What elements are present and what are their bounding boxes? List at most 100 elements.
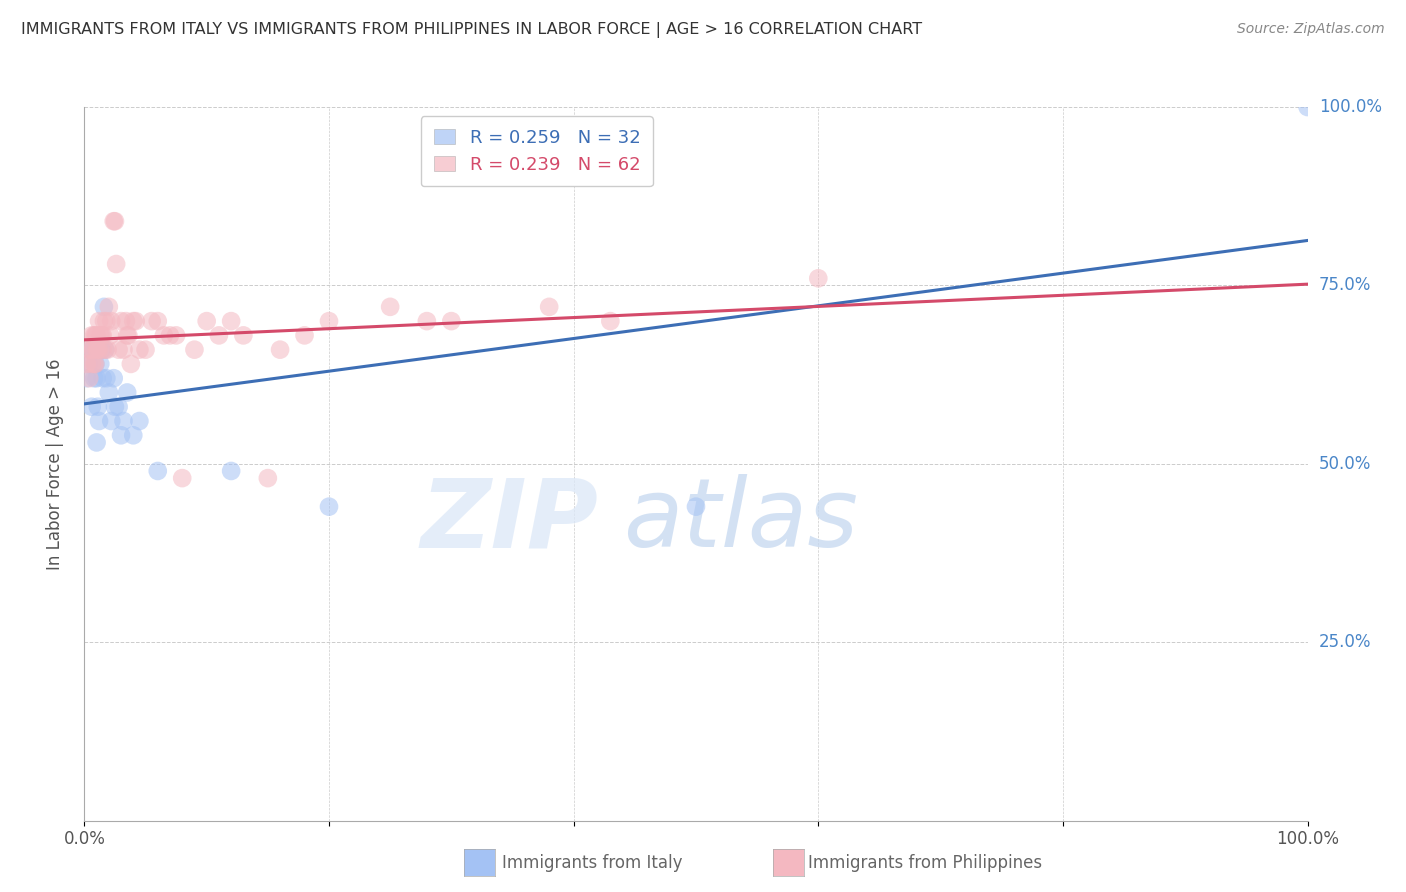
Point xyxy=(165,328,187,343)
Point xyxy=(98,328,121,343)
Point xyxy=(685,500,707,514)
Point xyxy=(153,328,176,343)
Text: 100.0%: 100.0% xyxy=(1319,98,1382,116)
Point xyxy=(93,300,115,314)
Point xyxy=(83,328,105,343)
Point xyxy=(80,328,103,343)
Point xyxy=(141,314,163,328)
Point xyxy=(93,314,115,328)
Point xyxy=(96,314,118,328)
Point xyxy=(115,328,138,343)
Point xyxy=(87,343,110,357)
Point xyxy=(183,343,205,357)
Point xyxy=(120,357,142,371)
Point xyxy=(105,257,128,271)
Point xyxy=(100,314,122,328)
Point xyxy=(599,314,621,328)
Point xyxy=(128,414,150,428)
Point xyxy=(96,371,118,385)
Point xyxy=(195,314,218,328)
Point xyxy=(172,471,194,485)
Point xyxy=(91,343,114,357)
Point xyxy=(122,428,145,442)
Point xyxy=(97,300,120,314)
Point xyxy=(107,400,129,414)
Point xyxy=(135,343,157,357)
Point xyxy=(294,328,316,343)
Point xyxy=(110,428,132,442)
Point xyxy=(84,328,107,343)
Point xyxy=(122,314,145,328)
Point xyxy=(107,343,129,357)
Point xyxy=(100,414,122,428)
Point xyxy=(128,343,150,357)
Point xyxy=(117,328,139,343)
Point xyxy=(146,314,169,328)
Point xyxy=(94,343,117,357)
Point xyxy=(82,343,104,357)
Point xyxy=(84,357,107,371)
Point xyxy=(269,343,291,357)
Point xyxy=(80,357,103,371)
Point xyxy=(103,214,125,228)
Point xyxy=(115,314,138,328)
Text: Source: ZipAtlas.com: Source: ZipAtlas.com xyxy=(1237,22,1385,37)
Legend: R = 0.259   N = 32, R = 0.239   N = 62: R = 0.259 N = 32, R = 0.239 N = 62 xyxy=(420,116,652,186)
Point xyxy=(208,328,231,343)
Text: IMMIGRANTS FROM ITALY VS IMMIGRANTS FROM PHILIPPINES IN LABOR FORCE | AGE > 16 C: IMMIGRANTS FROM ITALY VS IMMIGRANTS FROM… xyxy=(21,22,922,38)
Point xyxy=(83,371,105,385)
Point xyxy=(87,414,110,428)
Point xyxy=(1296,100,1319,114)
Point xyxy=(112,414,135,428)
Point xyxy=(86,343,108,357)
Text: 75.0%: 75.0% xyxy=(1319,277,1371,294)
Point xyxy=(77,371,100,385)
Point xyxy=(104,400,127,414)
Point xyxy=(115,385,138,400)
Point xyxy=(807,271,830,285)
Point xyxy=(89,357,111,371)
Point xyxy=(77,357,100,371)
Point xyxy=(110,314,132,328)
Point xyxy=(219,314,242,328)
Point xyxy=(77,343,100,357)
Point xyxy=(103,371,125,385)
Point xyxy=(318,314,340,328)
Point xyxy=(97,343,120,357)
Point xyxy=(94,343,117,357)
Point xyxy=(83,357,105,371)
Point xyxy=(91,328,114,343)
Point xyxy=(440,314,463,328)
Point xyxy=(80,400,103,414)
Text: 25.0%: 25.0% xyxy=(1319,633,1371,651)
Point xyxy=(80,343,103,357)
Point xyxy=(159,328,181,343)
Point xyxy=(91,371,114,385)
Y-axis label: In Labor Force | Age > 16: In Labor Force | Age > 16 xyxy=(45,358,63,570)
Point xyxy=(219,464,242,478)
Point xyxy=(87,343,110,357)
Point xyxy=(86,371,108,385)
Text: 50.0%: 50.0% xyxy=(1319,455,1371,473)
Text: Immigrants from Italy: Immigrants from Italy xyxy=(502,854,682,871)
Point xyxy=(97,385,120,400)
Point xyxy=(232,328,254,343)
Text: atlas: atlas xyxy=(623,475,858,567)
Point xyxy=(84,357,107,371)
Point xyxy=(90,343,112,357)
Point xyxy=(76,371,98,385)
Point xyxy=(112,343,135,357)
Point xyxy=(76,357,98,371)
Point xyxy=(146,464,169,478)
Point xyxy=(416,314,439,328)
Point xyxy=(87,314,110,328)
Point xyxy=(380,300,402,314)
Point xyxy=(125,314,148,328)
Point xyxy=(90,328,112,343)
Point xyxy=(89,328,111,343)
Point xyxy=(86,328,108,343)
Point xyxy=(104,214,127,228)
Text: Immigrants from Philippines: Immigrants from Philippines xyxy=(808,854,1043,871)
Point xyxy=(82,343,104,357)
Point xyxy=(538,300,561,314)
